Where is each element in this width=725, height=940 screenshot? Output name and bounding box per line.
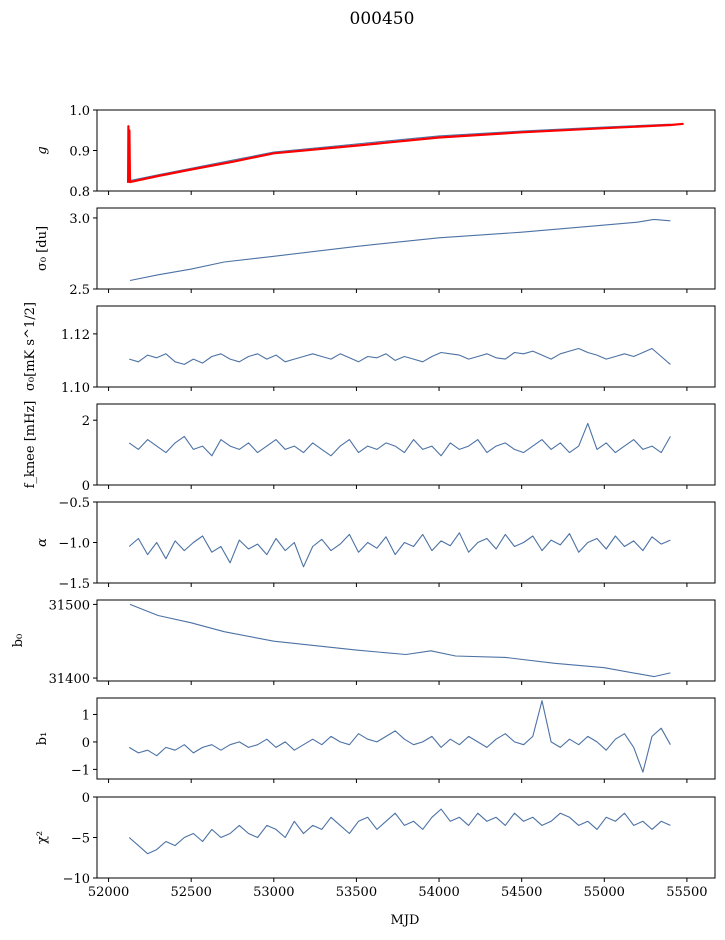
y-axis-label: g	[35, 146, 50, 154]
y-tick-label: 31400	[49, 672, 90, 687]
y-tick-label: −10	[63, 872, 90, 887]
panel-frame	[96, 403, 716, 486]
y-tick-label: −5	[71, 832, 90, 847]
series-line-chi2	[128, 808, 671, 855]
y-axis-label: b₀	[11, 634, 26, 648]
x-tick-label: 55000	[584, 885, 625, 900]
y-axis-label: χ²	[35, 831, 50, 844]
panel-frame	[96, 109, 716, 192]
y-axis-label: b₁	[35, 732, 50, 746]
y-tick-label: 0	[82, 736, 90, 751]
panel-frame	[96, 697, 716, 780]
series-line-g	[129, 123, 671, 182]
y-tick-label: −1.5	[58, 577, 90, 592]
y-tick-label: 0	[82, 479, 90, 494]
series-line-b1	[128, 700, 671, 773]
y-axis-label: σ₀[mK s^1/2]	[23, 302, 38, 391]
y-tick-label: 2.5	[69, 283, 90, 298]
x-tick-label: 53000	[253, 885, 294, 900]
y-tick-label: −1	[71, 763, 90, 778]
y-axis-label: f_knee [mHz]	[23, 401, 38, 489]
panel-frame	[96, 796, 716, 879]
y-tick-label: 1.12	[61, 328, 90, 343]
chart-title: 000450	[350, 9, 415, 29]
y-tick-label: 0.9	[69, 145, 90, 160]
y-tick-label: 1	[82, 708, 90, 723]
panel-frame	[96, 305, 716, 388]
series-line-alpha	[128, 532, 671, 568]
x-tick-label: 54500	[501, 885, 542, 900]
y-tick-label: −1.0	[58, 537, 90, 552]
x-tick-label: 52000	[88, 885, 129, 900]
x-tick-label: 52500	[171, 885, 212, 900]
y-tick-label: 1.0	[69, 104, 90, 119]
series-line-b0	[129, 603, 671, 678]
y-tick-label: 0	[82, 791, 90, 806]
panel-frame	[96, 501, 716, 584]
y-tick-label: 31500	[49, 598, 90, 613]
y-tick-label: 1.10	[61, 381, 90, 396]
series-line-fknee	[128, 422, 671, 457]
y-axis-label: α	[35, 538, 50, 547]
x-tick-label: 55500	[666, 885, 707, 900]
series-line-sigma0-du	[129, 218, 671, 282]
series-line-g-red-	[127, 122, 684, 184]
y-tick-label: −0.5	[58, 496, 90, 511]
y-tick-label: 3.0	[69, 212, 90, 227]
x-axis-label: MJD	[391, 913, 420, 928]
y-axis-label: σ₀ [du]	[35, 226, 50, 271]
y-tick-label: 0.8	[69, 185, 90, 200]
panel-frame	[96, 207, 716, 290]
panel-frame	[96, 599, 716, 682]
y-tick-label: 2	[82, 414, 90, 429]
series-line-sigma0-mk	[129, 347, 671, 365]
x-tick-label: 54000	[418, 885, 459, 900]
x-tick-label: 53500	[336, 885, 377, 900]
